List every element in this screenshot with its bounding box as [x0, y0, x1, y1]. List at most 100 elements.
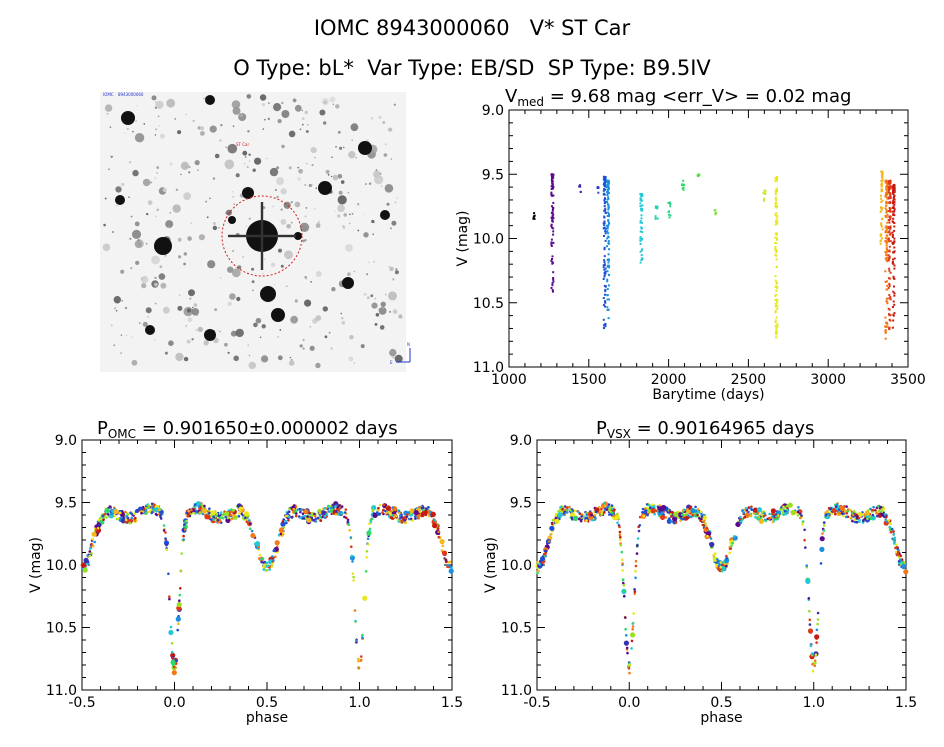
data-point	[884, 337, 887, 340]
data-point	[886, 280, 888, 283]
data-point	[881, 170, 883, 173]
star	[380, 301, 386, 307]
data-point	[885, 211, 888, 214]
data-point	[888, 215, 891, 218]
star	[129, 237, 132, 240]
data-point	[170, 659, 176, 666]
data-point	[325, 512, 329, 516]
star	[224, 159, 235, 170]
star	[304, 215, 307, 218]
data-point	[763, 189, 766, 192]
star	[190, 222, 192, 224]
data-point	[192, 511, 195, 515]
data-point	[774, 236, 777, 239]
data-point	[774, 302, 777, 305]
data-point	[885, 247, 888, 250]
x-tick-label: 1.5	[895, 695, 917, 711]
data-point	[898, 558, 902, 561]
data-point	[814, 661, 817, 665]
star	[301, 123, 304, 126]
data-point	[681, 183, 684, 186]
data-point	[578, 184, 581, 187]
data-point	[886, 197, 889, 200]
star	[310, 281, 312, 283]
data-point	[756, 512, 760, 516]
data-point	[634, 564, 638, 568]
data-point	[754, 516, 757, 519]
star	[188, 166, 191, 168]
data-point	[774, 213, 777, 216]
data-point	[226, 516, 230, 520]
data-point	[763, 512, 766, 515]
data-point	[263, 560, 267, 564]
data-point	[606, 201, 609, 203]
data-point	[893, 257, 896, 260]
data-point	[149, 508, 153, 512]
data-point	[887, 238, 890, 241]
star	[120, 269, 125, 274]
data-point	[889, 192, 892, 195]
data-point	[901, 561, 904, 564]
star	[232, 106, 241, 115]
data-point	[639, 243, 642, 245]
data-point	[287, 515, 291, 519]
data-point	[603, 235, 605, 237]
data-point	[180, 552, 183, 555]
data-point	[364, 570, 368, 573]
data-point	[775, 515, 778, 518]
data-point	[888, 230, 891, 233]
x-tick-label: 0.5	[256, 695, 278, 711]
data-point	[411, 519, 415, 522]
star	[375, 313, 380, 317]
data-point	[129, 511, 132, 515]
x-tick-label: -0.5	[523, 695, 550, 711]
data-point	[664, 516, 668, 519]
data-point	[248, 522, 252, 525]
data-point	[600, 510, 603, 513]
star	[144, 277, 146, 280]
data-point	[655, 206, 657, 209]
data-point	[286, 512, 289, 515]
data-point	[852, 513, 855, 517]
star	[141, 277, 143, 280]
data-point	[377, 506, 380, 510]
data-point	[881, 237, 883, 240]
data-point	[811, 669, 815, 673]
star	[353, 362, 356, 364]
data-point	[849, 509, 852, 512]
data-point	[351, 572, 355, 575]
data-point	[550, 226, 553, 229]
data-point	[240, 512, 243, 516]
data-point	[732, 535, 736, 538]
data-point	[550, 259, 553, 262]
data-point	[172, 665, 176, 669]
star	[315, 187, 318, 189]
data-point	[870, 508, 874, 512]
data-point	[716, 558, 719, 561]
data-point	[400, 520, 404, 524]
data-point	[640, 254, 643, 256]
data-point	[607, 232, 610, 235]
data-point	[884, 230, 887, 233]
star	[360, 344, 365, 349]
data-point	[550, 178, 553, 181]
x-tick-label: 1500	[571, 372, 607, 388]
star	[384, 184, 394, 193]
data-point	[350, 554, 354, 558]
data-point	[398, 511, 401, 515]
data-point	[801, 520, 805, 523]
star	[371, 302, 378, 309]
data-point	[822, 524, 826, 527]
data-point	[646, 510, 650, 514]
star	[335, 104, 340, 109]
data-point	[552, 241, 555, 244]
data-point	[598, 511, 601, 514]
data-point	[391, 511, 395, 515]
star	[197, 126, 201, 130]
image-id-label: 8943000060	[118, 92, 144, 97]
data-point	[580, 515, 583, 518]
star	[131, 359, 138, 366]
star	[372, 233, 375, 235]
star	[306, 124, 309, 126]
data-point	[886, 325, 889, 328]
